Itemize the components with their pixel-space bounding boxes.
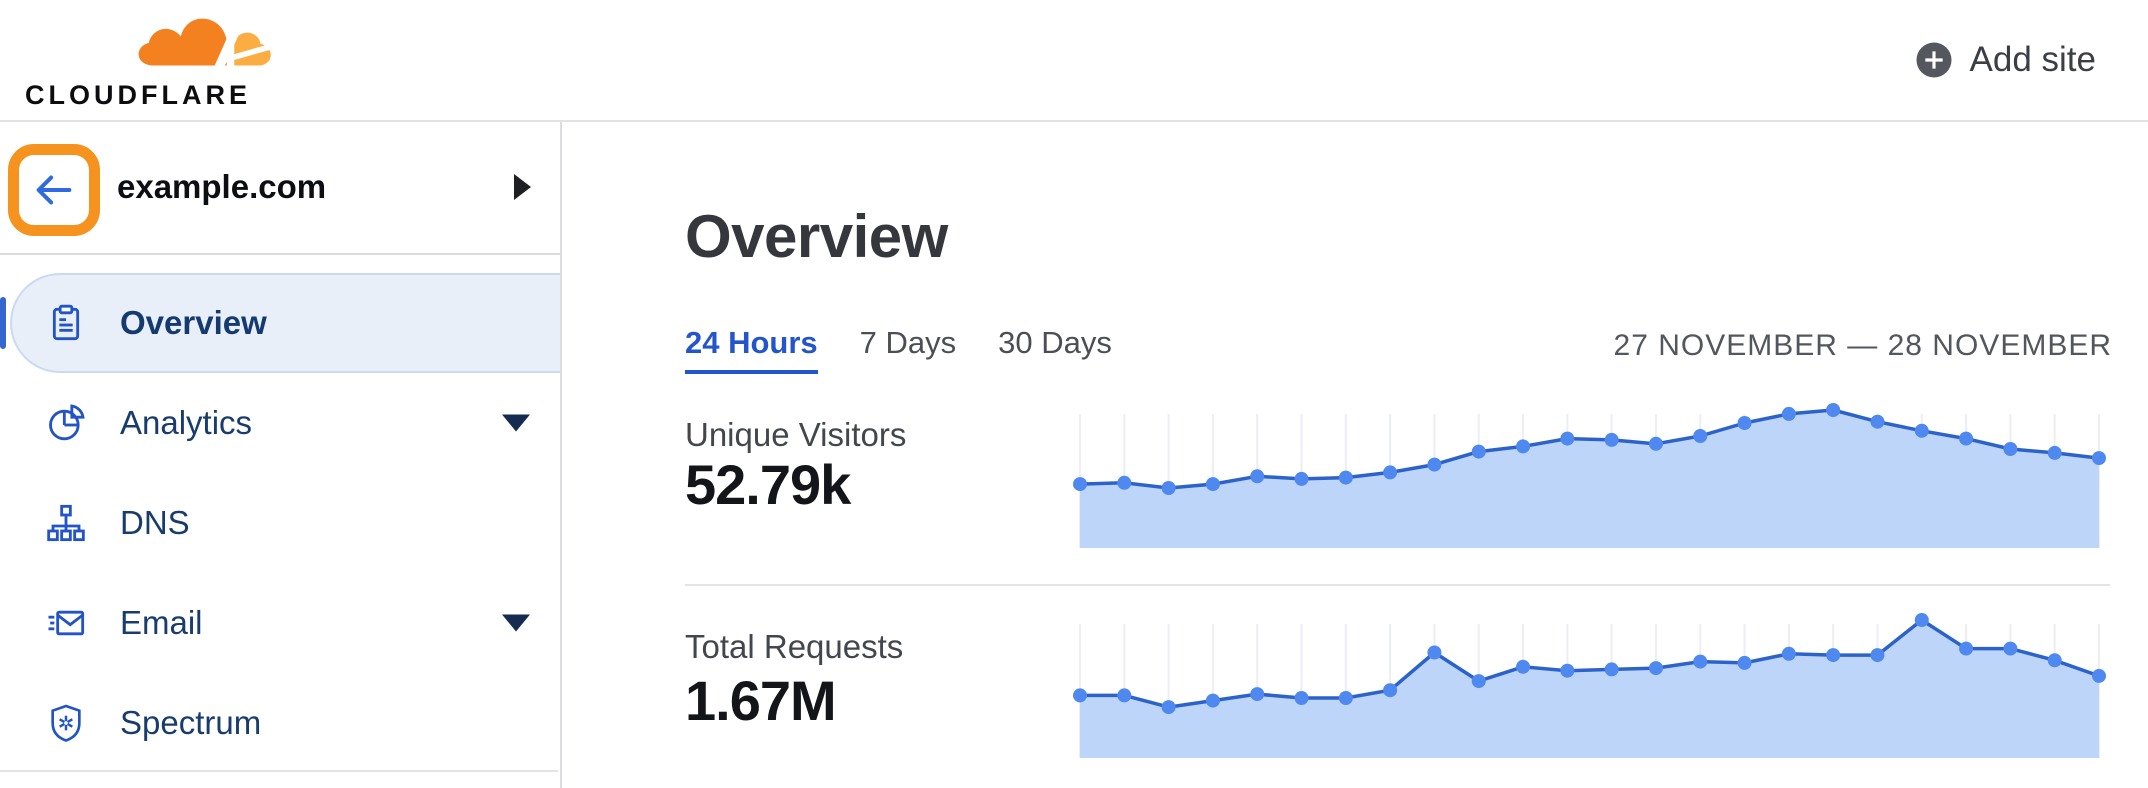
unique-visitors-chart bbox=[1073, 403, 2106, 548]
main-content: Overview 24 Hours 7 Days 30 Days 27 NOVEMB… bbox=[562, 120, 2148, 788]
sidebar-nav: Overview Analytics DNS Email Spectrum bbox=[0, 255, 560, 773]
tab-30-days[interactable]: 30 Days bbox=[998, 325, 1112, 360]
time-range-tabs: 24 Hours 7 Days 30 Days 27 NOVEMBER — 28 N… bbox=[685, 325, 2112, 385]
metric-label-unique-visitors: Unique Visitors bbox=[685, 416, 907, 453]
shield-spectrum-icon bbox=[46, 703, 86, 743]
cloudflare-logo[interactable]: CLOUDFLARE bbox=[25, 2, 273, 116]
network-nodes-icon bbox=[46, 503, 86, 543]
arrow-left-icon bbox=[36, 175, 72, 205]
selected-item-accent bbox=[0, 297, 6, 349]
chevron-right-icon[interactable] bbox=[514, 173, 531, 200]
chevron-down-icon bbox=[502, 414, 530, 432]
cloudflare-cloud-icon bbox=[138, 18, 273, 73]
back-button[interactable] bbox=[29, 165, 79, 215]
top-bar: CLOUDFLARE Add site bbox=[0, 0, 2148, 122]
annotation-highlight-box bbox=[8, 144, 100, 236]
sidebar-item-email[interactable]: Email bbox=[0, 573, 560, 673]
sidebar-section-divider bbox=[0, 770, 558, 772]
site-header: example.com bbox=[0, 120, 560, 255]
date-range-label: 27 NOVEMBER — 28 NOVEMBER bbox=[1613, 329, 2112, 362]
metric-row-divider bbox=[685, 584, 2110, 586]
sidebar-item-label: Email bbox=[120, 604, 203, 641]
sidebar-item-label: Analytics bbox=[120, 404, 253, 441]
total-requests-chart bbox=[1073, 613, 2106, 758]
chevron-down-icon bbox=[502, 614, 530, 632]
email-icon bbox=[46, 603, 86, 643]
pie-chart-icon bbox=[46, 403, 86, 443]
page-title: Overview bbox=[685, 203, 948, 270]
clipboard-icon bbox=[46, 303, 86, 343]
sidebar-item-label: DNS bbox=[120, 504, 190, 541]
sidebar-item-dns[interactable]: DNS bbox=[0, 473, 560, 573]
tab-7-days[interactable]: 7 Days bbox=[859, 325, 957, 360]
site-name[interactable]: example.com bbox=[117, 167, 327, 205]
sidebar-item-spectrum[interactable]: Spectrum bbox=[0, 673, 560, 773]
sidebar-item-label: Spectrum bbox=[120, 704, 262, 741]
metric-value-total-requests: 1.67M bbox=[685, 669, 837, 732]
tab-24-hours[interactable]: 24 Hours bbox=[685, 325, 818, 374]
cloudflare-wordmark: CLOUDFLARE bbox=[25, 80, 251, 110]
selected-item-pill bbox=[10, 273, 560, 373]
sidebar-item-overview[interactable]: Overview bbox=[0, 273, 560, 373]
add-site-label: Add site bbox=[1969, 40, 2096, 79]
metric-value-unique-visitors: 52.79k bbox=[685, 453, 851, 516]
add-site-button[interactable]: Add site bbox=[1914, 0, 2096, 120]
plus-circle-icon bbox=[1916, 42, 1952, 78]
sidebar-item-analytics[interactable]: Analytics bbox=[0, 373, 560, 473]
sidebar: example.com Overview Analytics DNS Email Spe… bbox=[0, 120, 562, 788]
sidebar-item-label: Overview bbox=[120, 304, 267, 341]
metric-label-total-requests: Total Requests bbox=[685, 628, 904, 665]
